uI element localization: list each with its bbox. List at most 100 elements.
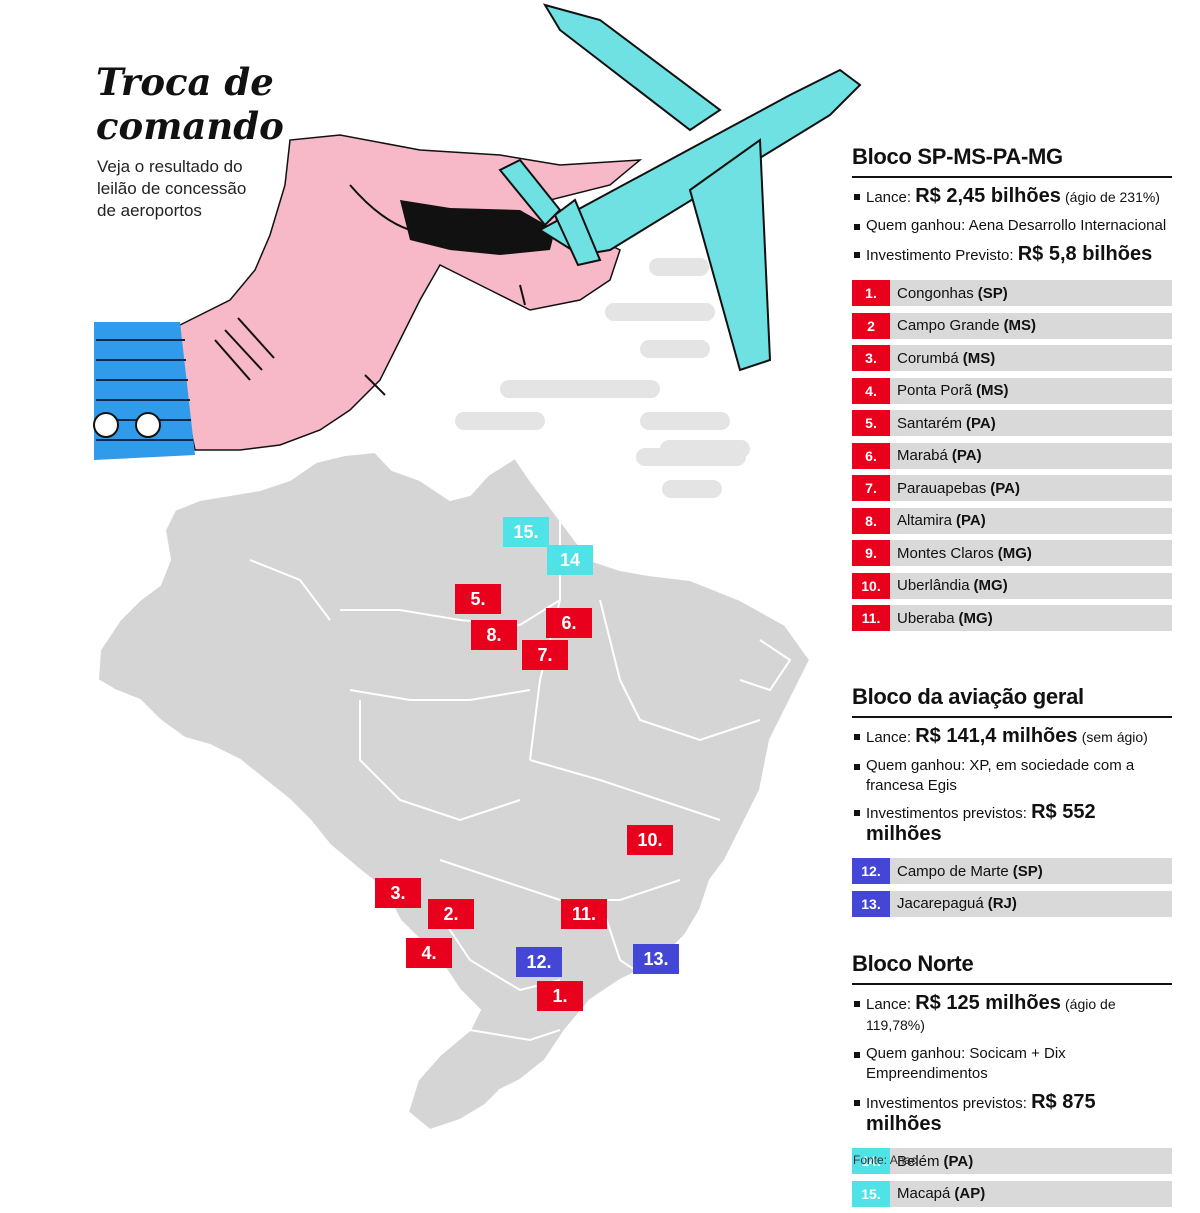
brazil-map [96,450,812,1132]
airport-state: (SP) [977,284,1008,302]
airport-name: Altamira [897,512,953,529]
map-marker-1: 1. [537,981,583,1011]
illustration [93,3,862,1132]
bid-note: (sem ágio) [1081,729,1148,745]
map-marker-15: 15. [503,517,549,547]
airport-number: 10. [852,572,890,599]
investment-line: Investimento Previsto: R$ 5,8 bilhões [852,244,1172,266]
airport-number: 1. [852,280,890,306]
airport-state: (MG) [997,544,1032,562]
map-marker-5: 5. [455,584,501,614]
airport-number: 13. [852,890,890,917]
airport-row: 5. Santarém (PA) [852,410,1172,436]
airport-row: 8. Altamira (PA) [852,507,1172,534]
map-marker-3: 3. [375,878,421,908]
airport-number: 3. [852,345,890,371]
airport-name: Corumbá [897,349,959,367]
airport-state: (PA) [966,414,996,432]
winner-line: Quem ganhou: Aena Desarrollo Internacion… [852,216,1172,236]
investment-value: R$ 5,8 bilhões [1017,243,1153,265]
airport-row: 10. Uberlândia (MG) [852,572,1172,599]
block-title: Bloco Norte [852,950,1172,985]
investment-line: Investimentos previstos: R$ 552 milhões [852,802,1172,846]
airport-name: Belém [897,1152,940,1170]
airport-state: (MS) [1003,317,1037,334]
airport-row: 6. Marabá (PA) [852,442,1172,469]
cloud-puffs [455,258,750,498]
airport-list: 1. Congonhas (SP) 2 Campo Grande (MS) 3. Coru… [852,280,1172,631]
airport-row: 13. Jacarepaguá (RJ) [852,890,1172,917]
airport-number: 9. [852,540,890,566]
airport-name: Montes Claros [897,544,994,562]
sleeve-icon [94,322,195,460]
airport-name: Ponta Porã [897,382,973,399]
airport-state: (SP) [1012,862,1043,880]
winner-line: Quem ganhou: XP, em sociedade com a fran… [852,756,1172,796]
airport-row: 15. Macapá (AP) [852,1180,1172,1207]
bid-line: Lance: R$ 125 milhões (ágio de 119,78%) [852,993,1172,1036]
airplane-icon [498,3,862,372]
airport-row: 11. Uberaba (MG) [852,605,1172,631]
airport-number: 14. [852,1148,890,1174]
source-credit: Fonte: Anac [853,1153,918,1167]
brazil-map-shape [96,450,812,1132]
block-details: Lance: R$ 125 milhões (ágio de 119,78%) … [852,993,1172,1136]
airport-state: (PA) [956,512,986,529]
map-marker-6: 6. [546,608,592,638]
airport-state: (MG) [973,577,1008,594]
bid-value: R$ 141,4 milhões [915,725,1078,747]
map-marker-12: 12. [516,947,562,977]
airport-list: 12. Campo de Marte (SP) 13. Jacarepaguá (RJ) [852,858,1172,917]
map-marker-10: 10. [627,825,673,855]
block-norte: Bloco Norte Lance: R$ 125 milhões (ágio … [852,950,1172,1213]
block-title: Bloco SP-MS-PA-MG [852,143,1172,178]
airport-number: 7. [852,475,890,501]
bid-note: (ágio de 231%) [1065,189,1160,205]
hand-illustration [93,134,643,460]
airport-row: 7. Parauapebas (PA) [852,475,1172,501]
winner-line: Quem ganhou: Socicam + Dix Empreendiment… [852,1044,1172,1084]
airport-state: (PA) [990,479,1020,497]
airport-name: Uberaba [897,609,955,627]
title-line-1: Troca de [96,60,274,104]
airport-number: 5. [852,410,890,436]
map-marker-7: 7. [522,640,568,670]
airport-number: 8. [852,507,890,534]
airport-state: (MS) [962,349,996,367]
map-marker-2: 2. [428,899,474,929]
airport-number: 2 [852,312,890,339]
map-marker-13: 13. [633,944,679,974]
investment-line: Investimentos previstos: R$ 875 milhões [852,1092,1172,1136]
airport-name: Jacarepaguá [897,895,984,912]
airport-name: Campo de Marte [897,862,1009,880]
airport-row: 9. Montes Claros (MG) [852,540,1172,566]
page-subtitle: Veja o resultado do leilão de concessão … [97,157,247,220]
block-details: Lance: R$ 141,4 milhões (sem ágio) Quem … [852,726,1172,846]
airport-state: (MG) [958,609,993,627]
airport-state: (PA) [951,447,982,464]
page-title: Troca de comando [96,60,336,148]
bid-note: (ágio de 119,78%) [866,996,1116,1033]
airport-state: (AP) [954,1185,986,1202]
airport-row: 12. Campo de Marte (SP) [852,858,1172,884]
airport-name: Marabá [897,447,948,464]
airport-row: 4. Ponta Porã (MS) [852,377,1172,404]
bid-value: R$ 125 milhões [915,992,1061,1014]
airport-state: (MS) [976,382,1009,399]
bid-line: Lance: R$ 2,45 bilhões (ágio de 231%) [852,186,1172,208]
airport-number: 4. [852,377,890,404]
airport-number: 12. [852,858,890,884]
airport-state: (PA) [943,1152,974,1170]
airport-row: 2 Campo Grande (MS) [852,312,1172,339]
airport-name: Uberlândia [897,577,970,594]
map-marker-11: 11. [561,899,607,929]
map-marker-4: 4. [406,938,452,968]
airport-row: 1. Congonhas (SP) [852,280,1172,306]
map-marker-14: 14 [547,545,593,575]
airport-name: Macapá [897,1185,951,1202]
block-aviacao-geral: Bloco da aviação geral Lance: R$ 141,4 m… [852,683,1172,923]
airport-name: Congonhas [897,284,974,302]
title-line-2: comando [96,104,284,148]
bid-line: Lance: R$ 141,4 milhões (sem ágio) [852,726,1172,748]
airport-number: 6. [852,442,890,469]
